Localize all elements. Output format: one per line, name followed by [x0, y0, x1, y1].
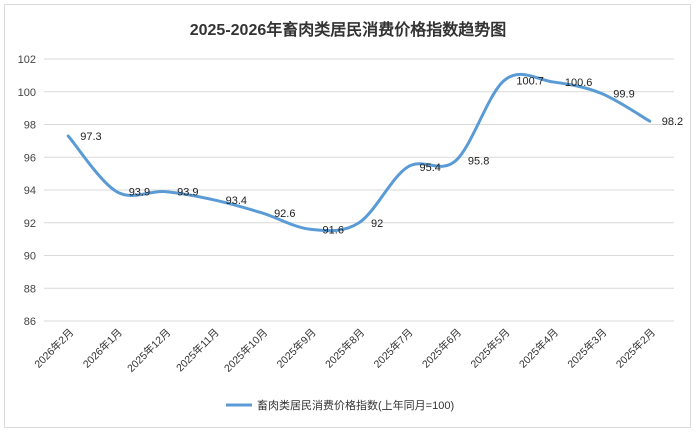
x-tick-label: 2025年4月: [516, 326, 561, 371]
y-tick-label: 90: [24, 251, 36, 263]
x-tick-label: 2026年1月: [80, 326, 125, 371]
data-label: 93.4: [226, 195, 247, 207]
y-tick-label: 102: [18, 54, 36, 66]
x-tick-label: 2025年7月: [371, 326, 416, 371]
y-tick-label: 88: [24, 283, 36, 295]
x-tick-label: 2025年8月: [322, 326, 367, 371]
data-label: 93.9: [129, 187, 150, 199]
data-label: 95.8: [468, 156, 489, 168]
x-tick-label: 2026年2月: [32, 326, 77, 371]
x-tick-label: 2025年10月: [221, 326, 270, 375]
x-tick-label: 2025年5月: [468, 326, 513, 371]
y-tick-label: 92: [24, 218, 36, 230]
y-tick-label: 98: [24, 120, 36, 132]
data-label: 98.2: [662, 116, 683, 128]
data-label: 100.7: [516, 75, 544, 87]
y-tick-label: 86: [24, 316, 36, 328]
y-tick-label: 94: [24, 185, 36, 197]
data-label: 92: [371, 218, 383, 230]
x-tick-label: 2025年12月: [124, 326, 173, 375]
data-label: 92.6: [274, 208, 295, 220]
x-tick-label: 2025年9月: [274, 326, 319, 371]
legend-label: 畜肉类居民消费价格指数(上年同月=100): [257, 398, 454, 412]
chart-border: [4, 4, 691, 428]
y-tick-label: 96: [24, 152, 36, 164]
data-label: 93.9: [177, 187, 198, 199]
legend: 畜肉类居民消费价格指数(上年同月=100): [226, 398, 454, 412]
y-tick-label: 100: [18, 87, 36, 99]
data-label: 99.9: [613, 88, 634, 100]
x-tick-label: 2025年11月: [173, 326, 221, 374]
data-label: 100.6: [565, 77, 593, 89]
series-line: [66, 72, 652, 233]
x-tick-label: 2025年2月: [613, 326, 658, 371]
chart-title: 2025-2026年畜肉类居民消费价格指数趋势图: [190, 20, 507, 39]
x-tick-label: 2025年3月: [565, 326, 610, 371]
data-label: 97.3: [80, 131, 101, 143]
x-tick-label: 2025年6月: [419, 326, 464, 371]
data-label: 91.6: [323, 224, 344, 236]
data-label: 95.4: [419, 162, 440, 174]
